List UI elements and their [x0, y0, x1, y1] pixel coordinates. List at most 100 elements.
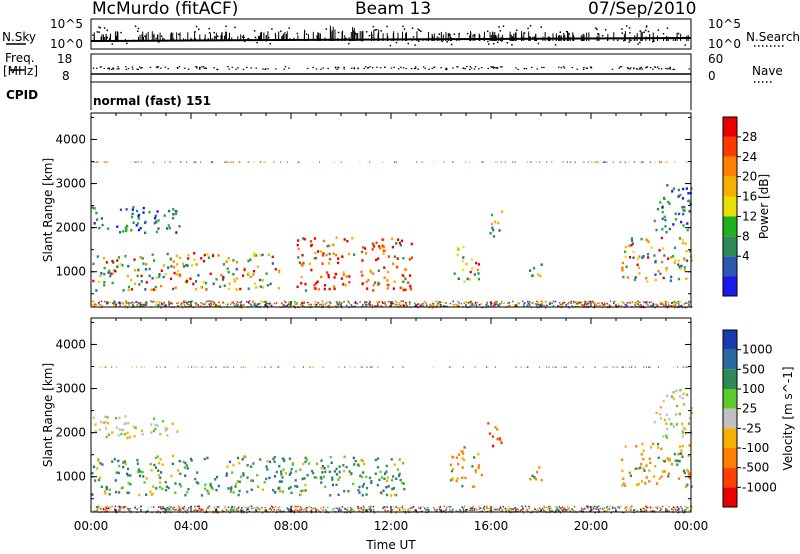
range-gate-point	[93, 161, 95, 163]
scatter-point	[168, 303, 170, 305]
scatter-point	[259, 302, 262, 304]
nave-dot	[235, 68, 237, 70]
scatter-point	[142, 303, 145, 306]
scatter-point	[483, 508, 486, 511]
scatter-point	[303, 302, 306, 304]
data-cell	[273, 455, 276, 459]
scatter-point	[688, 304, 690, 307]
scatter-point	[194, 302, 197, 304]
data-cell	[134, 426, 137, 430]
scatter-point	[271, 506, 274, 508]
scatter-point	[164, 511, 166, 514]
scatter-point	[106, 507, 108, 510]
data-cell	[184, 474, 187, 477]
range-gate-point	[215, 366, 217, 368]
scatter-point	[480, 302, 482, 305]
range-gate-point	[333, 161, 335, 163]
scatter-point	[159, 304, 161, 306]
data-cell	[282, 468, 285, 471]
scatter-point	[514, 304, 516, 307]
range-gate-point	[144, 366, 146, 368]
nave-dot	[92, 67, 95, 69]
scatter-point	[207, 506, 209, 508]
data-cell	[247, 287, 250, 290]
data-cell	[682, 403, 686, 406]
scatter-point	[153, 300, 155, 303]
scatter-point	[170, 506, 172, 508]
data-cell	[382, 489, 385, 492]
scatter-point	[137, 301, 139, 304]
data-cell	[321, 471, 324, 474]
scatter-point	[232, 508, 234, 511]
data-cell	[401, 461, 405, 465]
scatter-point	[558, 505, 561, 508]
scatter-point	[145, 510, 148, 512]
nave-dot	[262, 68, 264, 70]
scatter-point	[214, 510, 216, 513]
scatter-point	[652, 304, 655, 306]
data-cell	[477, 452, 480, 456]
range-gate-point	[223, 366, 225, 368]
range-gate-point	[110, 366, 113, 368]
data-cell	[331, 478, 334, 481]
data-cell	[663, 470, 666, 473]
scatter-point	[194, 509, 197, 511]
scatter-point	[580, 507, 583, 510]
range-gate-point	[224, 161, 226, 163]
nave-dot	[315, 68, 318, 70]
scatter-point	[273, 506, 275, 509]
scatter-point	[623, 302, 625, 304]
data-cell	[161, 463, 164, 466]
data-cell	[392, 486, 396, 490]
scatter-point	[184, 510, 187, 513]
data-cell	[343, 455, 346, 459]
nsearch-dot	[354, 32, 356, 34]
scatter-point	[129, 507, 131, 510]
data-cell	[230, 488, 233, 491]
data-cell	[120, 428, 124, 432]
data-cell	[302, 261, 305, 265]
colorbar-frame	[722, 116, 738, 297]
data-cell	[103, 280, 106, 284]
scatter-point	[268, 508, 271, 511]
data-cell	[365, 280, 368, 284]
data-cell	[107, 227, 110, 230]
range-gate-point	[361, 366, 363, 368]
data-cell	[162, 264, 166, 267]
nave-dot	[187, 68, 190, 70]
nsearch-dot	[96, 31, 99, 33]
top-left-tick-high: 10^5	[50, 17, 83, 31]
range-gate-point	[562, 161, 564, 163]
scatter-point	[672, 506, 675, 508]
data-cell	[344, 284, 347, 287]
data-cell	[357, 463, 360, 466]
nsearch-dot	[172, 38, 175, 40]
data-cell	[117, 256, 121, 259]
range-gate-point	[583, 161, 585, 163]
scatter-point	[595, 303, 598, 306]
nsearch-dot	[329, 39, 332, 41]
nave-dot	[343, 66, 345, 68]
scatter-point	[300, 302, 303, 305]
scatter-point	[473, 509, 476, 511]
data-cell	[462, 245, 465, 249]
data-cell	[205, 288, 208, 292]
scatter-point	[523, 305, 525, 308]
scatter-point	[287, 508, 290, 510]
data-cell	[202, 281, 205, 284]
range-gate-point	[432, 366, 434, 368]
data-cell	[672, 255, 675, 258]
data-cell	[310, 243, 313, 247]
data-cell	[410, 256, 414, 259]
data-cell	[252, 273, 255, 276]
scatter-point	[119, 508, 122, 511]
scatter-point	[254, 301, 257, 304]
data-cell	[136, 458, 139, 462]
data-cell	[336, 261, 340, 265]
scatter-point	[317, 301, 319, 304]
range-gate-point	[640, 161, 643, 163]
data-cell	[223, 284, 226, 287]
data-cell	[628, 471, 631, 475]
scatter-point	[296, 301, 298, 304]
data-cell	[677, 263, 680, 266]
